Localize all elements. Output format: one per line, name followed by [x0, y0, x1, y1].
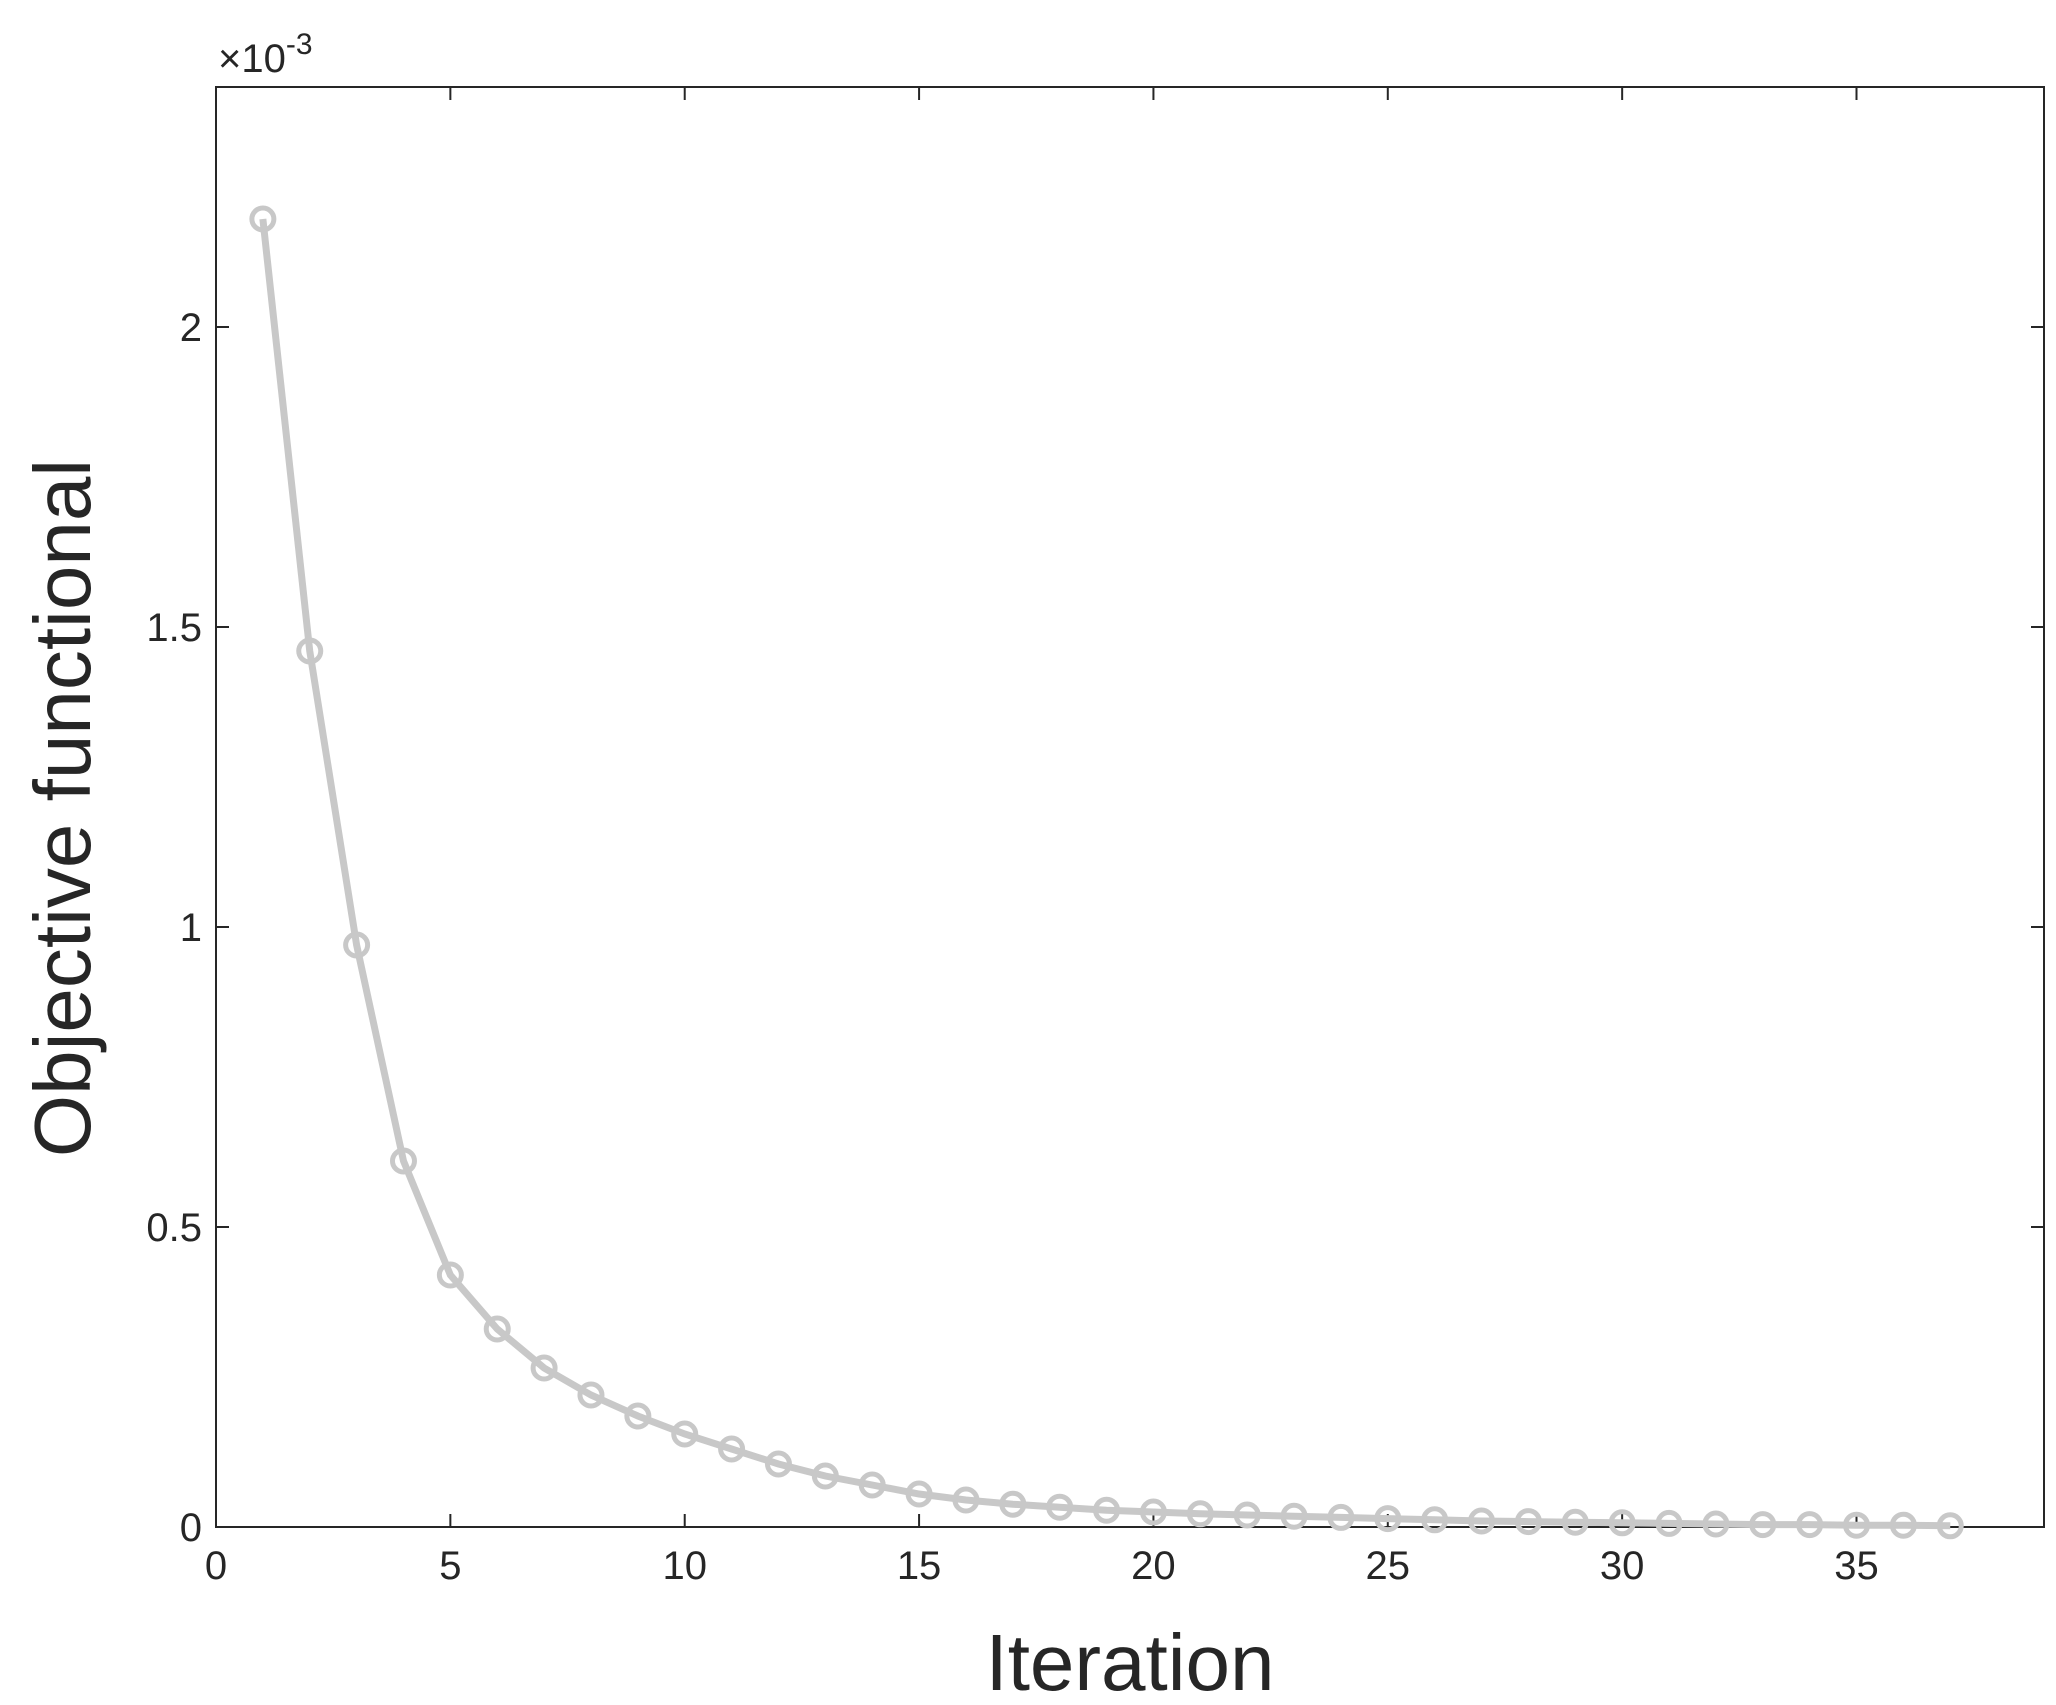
y-axis-label: Objective functional — [18, 459, 107, 1157]
y-tick-label: 1 — [180, 906, 202, 950]
data-point — [1655, 1509, 1683, 1537]
data-point — [1936, 1512, 1964, 1540]
data-point — [1186, 1500, 1214, 1528]
data-point — [1421, 1506, 1449, 1534]
data-point — [577, 1381, 605, 1409]
data-point — [1139, 1498, 1167, 1526]
data-point — [1561, 1508, 1589, 1536]
data-point — [1702, 1510, 1730, 1538]
x-tick-label: 25 — [1366, 1544, 1411, 1588]
data-point — [1093, 1496, 1121, 1524]
x-tick-label: 0 — [205, 1544, 227, 1588]
data-point — [436, 1261, 464, 1289]
data-point — [1608, 1509, 1636, 1537]
data-point — [905, 1480, 933, 1508]
data-point — [1749, 1511, 1777, 1539]
data-point — [1514, 1508, 1542, 1536]
data-point — [483, 1315, 511, 1343]
data-point — [624, 1402, 652, 1430]
x-axis-label: Iteration — [985, 1618, 1274, 1705]
data-point — [1046, 1493, 1074, 1521]
data-point — [764, 1450, 792, 1478]
x-tick-label: 10 — [662, 1544, 707, 1588]
data-point — [343, 931, 371, 959]
data-point — [1280, 1502, 1308, 1530]
data-point — [1796, 1511, 1824, 1539]
data-point — [389, 1147, 417, 1175]
x-tick-label: 15 — [897, 1544, 942, 1588]
multiplier-exponent: -3 — [286, 28, 313, 61]
y-tick-label: 0.5 — [146, 1206, 202, 1250]
data-point — [999, 1490, 1027, 1518]
y-tick-label: 0 — [180, 1506, 202, 1550]
x-tick-label: 5 — [439, 1544, 461, 1588]
plot-box — [215, 86, 2045, 1528]
series-line — [259, 218, 1951, 1530]
data-point — [811, 1462, 839, 1490]
multiplier-base: ×10 — [218, 37, 286, 81]
data-point — [671, 1420, 699, 1448]
data-point — [1233, 1501, 1261, 1529]
x-tick-label: 35 — [1834, 1544, 1879, 1588]
x-tick-label: 20 — [1131, 1544, 1176, 1588]
data-point — [858, 1471, 886, 1499]
data-point — [1374, 1505, 1402, 1533]
data-point — [296, 637, 324, 665]
data-point — [1468, 1507, 1496, 1535]
data-point — [1327, 1503, 1355, 1531]
data-point — [530, 1354, 558, 1382]
y-multiplier: ×10-3 — [218, 28, 313, 81]
data-point — [249, 205, 277, 233]
y-tick-label: 1.5 — [146, 606, 202, 650]
y-tick-label: 2 — [180, 306, 202, 350]
data-point — [1843, 1511, 1871, 1539]
x-tick-label: 30 — [1600, 1544, 1645, 1588]
data-point — [952, 1486, 980, 1514]
data-point — [1889, 1511, 1917, 1539]
data-point — [718, 1435, 746, 1463]
